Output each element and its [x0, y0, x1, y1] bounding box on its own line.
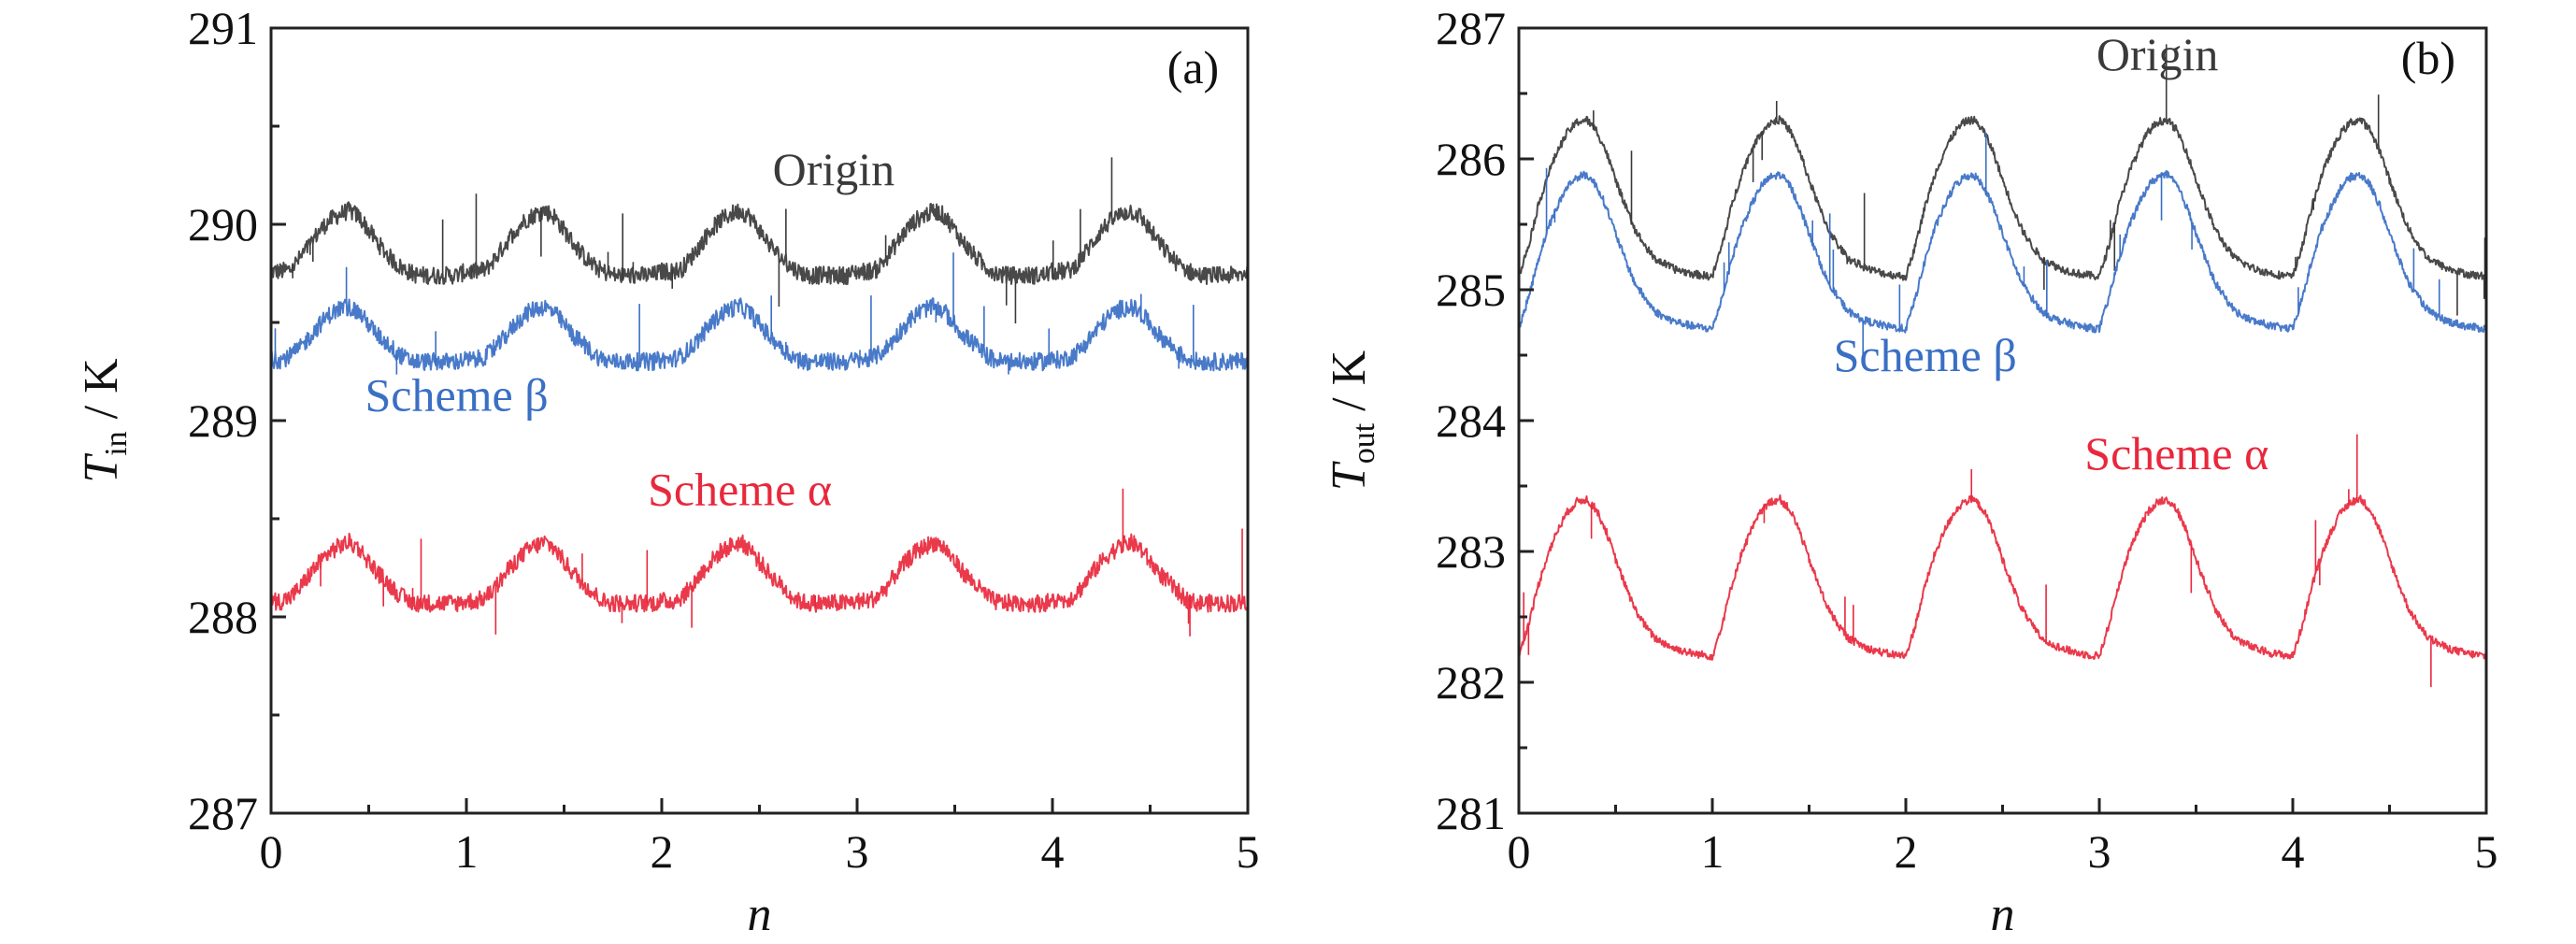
panel-a: 0 1 2 3 4 5 287 288 289 290 291 n Tin / K (a) Origin Sc…	[75, 2, 1260, 941]
y-tick-label: 290	[188, 198, 258, 250]
series-label: Origin	[2097, 28, 2219, 80]
x-tick-label: 4	[2282, 825, 2305, 878]
x-axis-title: n	[748, 888, 772, 941]
y-tick-label: 289	[188, 394, 258, 447]
series-label: Origin	[773, 143, 895, 195]
series-label: Scheme β	[365, 369, 548, 422]
x-axis-title: n	[1991, 888, 2015, 941]
y-axis-title: Tout / K	[1323, 350, 1381, 491]
y-tick-label: 285	[1436, 264, 1506, 316]
y-tick-label: 284	[1436, 394, 1506, 447]
series-line-scheme-α	[1518, 493, 2487, 661]
x-tick-label: 2	[651, 825, 674, 878]
y-tick-label: 282	[1436, 656, 1506, 708]
y-tick-label: 286	[1436, 133, 1506, 185]
x-tick-label: 2	[1895, 825, 1918, 878]
y-axis-symbol: T	[1323, 461, 1376, 491]
x-tick-label: 5	[2475, 825, 2498, 878]
panel-label: (b)	[2401, 32, 2455, 84]
plot-frame	[1517, 26, 2488, 815]
x-tick-label: 3	[846, 825, 869, 878]
y-axis-subscript: in	[99, 431, 134, 455]
x-tick-label: 1	[455, 825, 479, 878]
series-label: Scheme β	[1834, 329, 2017, 381]
y-tick-label: 288	[188, 591, 258, 643]
x-tick-label: 0	[260, 825, 283, 878]
series-line-origin	[270, 201, 1249, 285]
series-label: Scheme α	[2084, 427, 2268, 479]
y-axis-symbol: T	[75, 453, 128, 483]
y-tick-label: 281	[1436, 787, 1506, 839]
y-tick-label: 283	[1436, 525, 1506, 578]
x-tick-label: 4	[1041, 825, 1065, 878]
series-line-scheme-β	[1518, 169, 2487, 334]
y-axis-title: Tin / K	[75, 358, 134, 483]
y-axis-subscript: out	[1347, 422, 1381, 464]
x-tick-label: 0	[1508, 825, 1531, 878]
x-tick-label: 1	[1701, 825, 1724, 878]
x-tick-label: 3	[2088, 825, 2111, 878]
series-label: Scheme α	[648, 463, 832, 515]
series-line-scheme-α	[270, 532, 1249, 613]
panel-label: (a)	[1167, 41, 1220, 93]
series-line-scheme-β	[270, 297, 1249, 372]
y-tick-label: 291	[188, 2, 258, 54]
series-line-origin	[1518, 115, 2487, 281]
panel-b: 0 1 2 3 4 5 281 282 283 284 285 286 287 n Tout / K (b) O…	[1323, 2, 2498, 941]
y-axis-unit: / K	[1323, 350, 1376, 422]
y-tick-label: 287	[188, 787, 258, 839]
y-tick-label: 287	[1436, 2, 1506, 54]
y-axis-unit: / K	[75, 358, 128, 431]
x-tick-label: 5	[1237, 825, 1260, 878]
